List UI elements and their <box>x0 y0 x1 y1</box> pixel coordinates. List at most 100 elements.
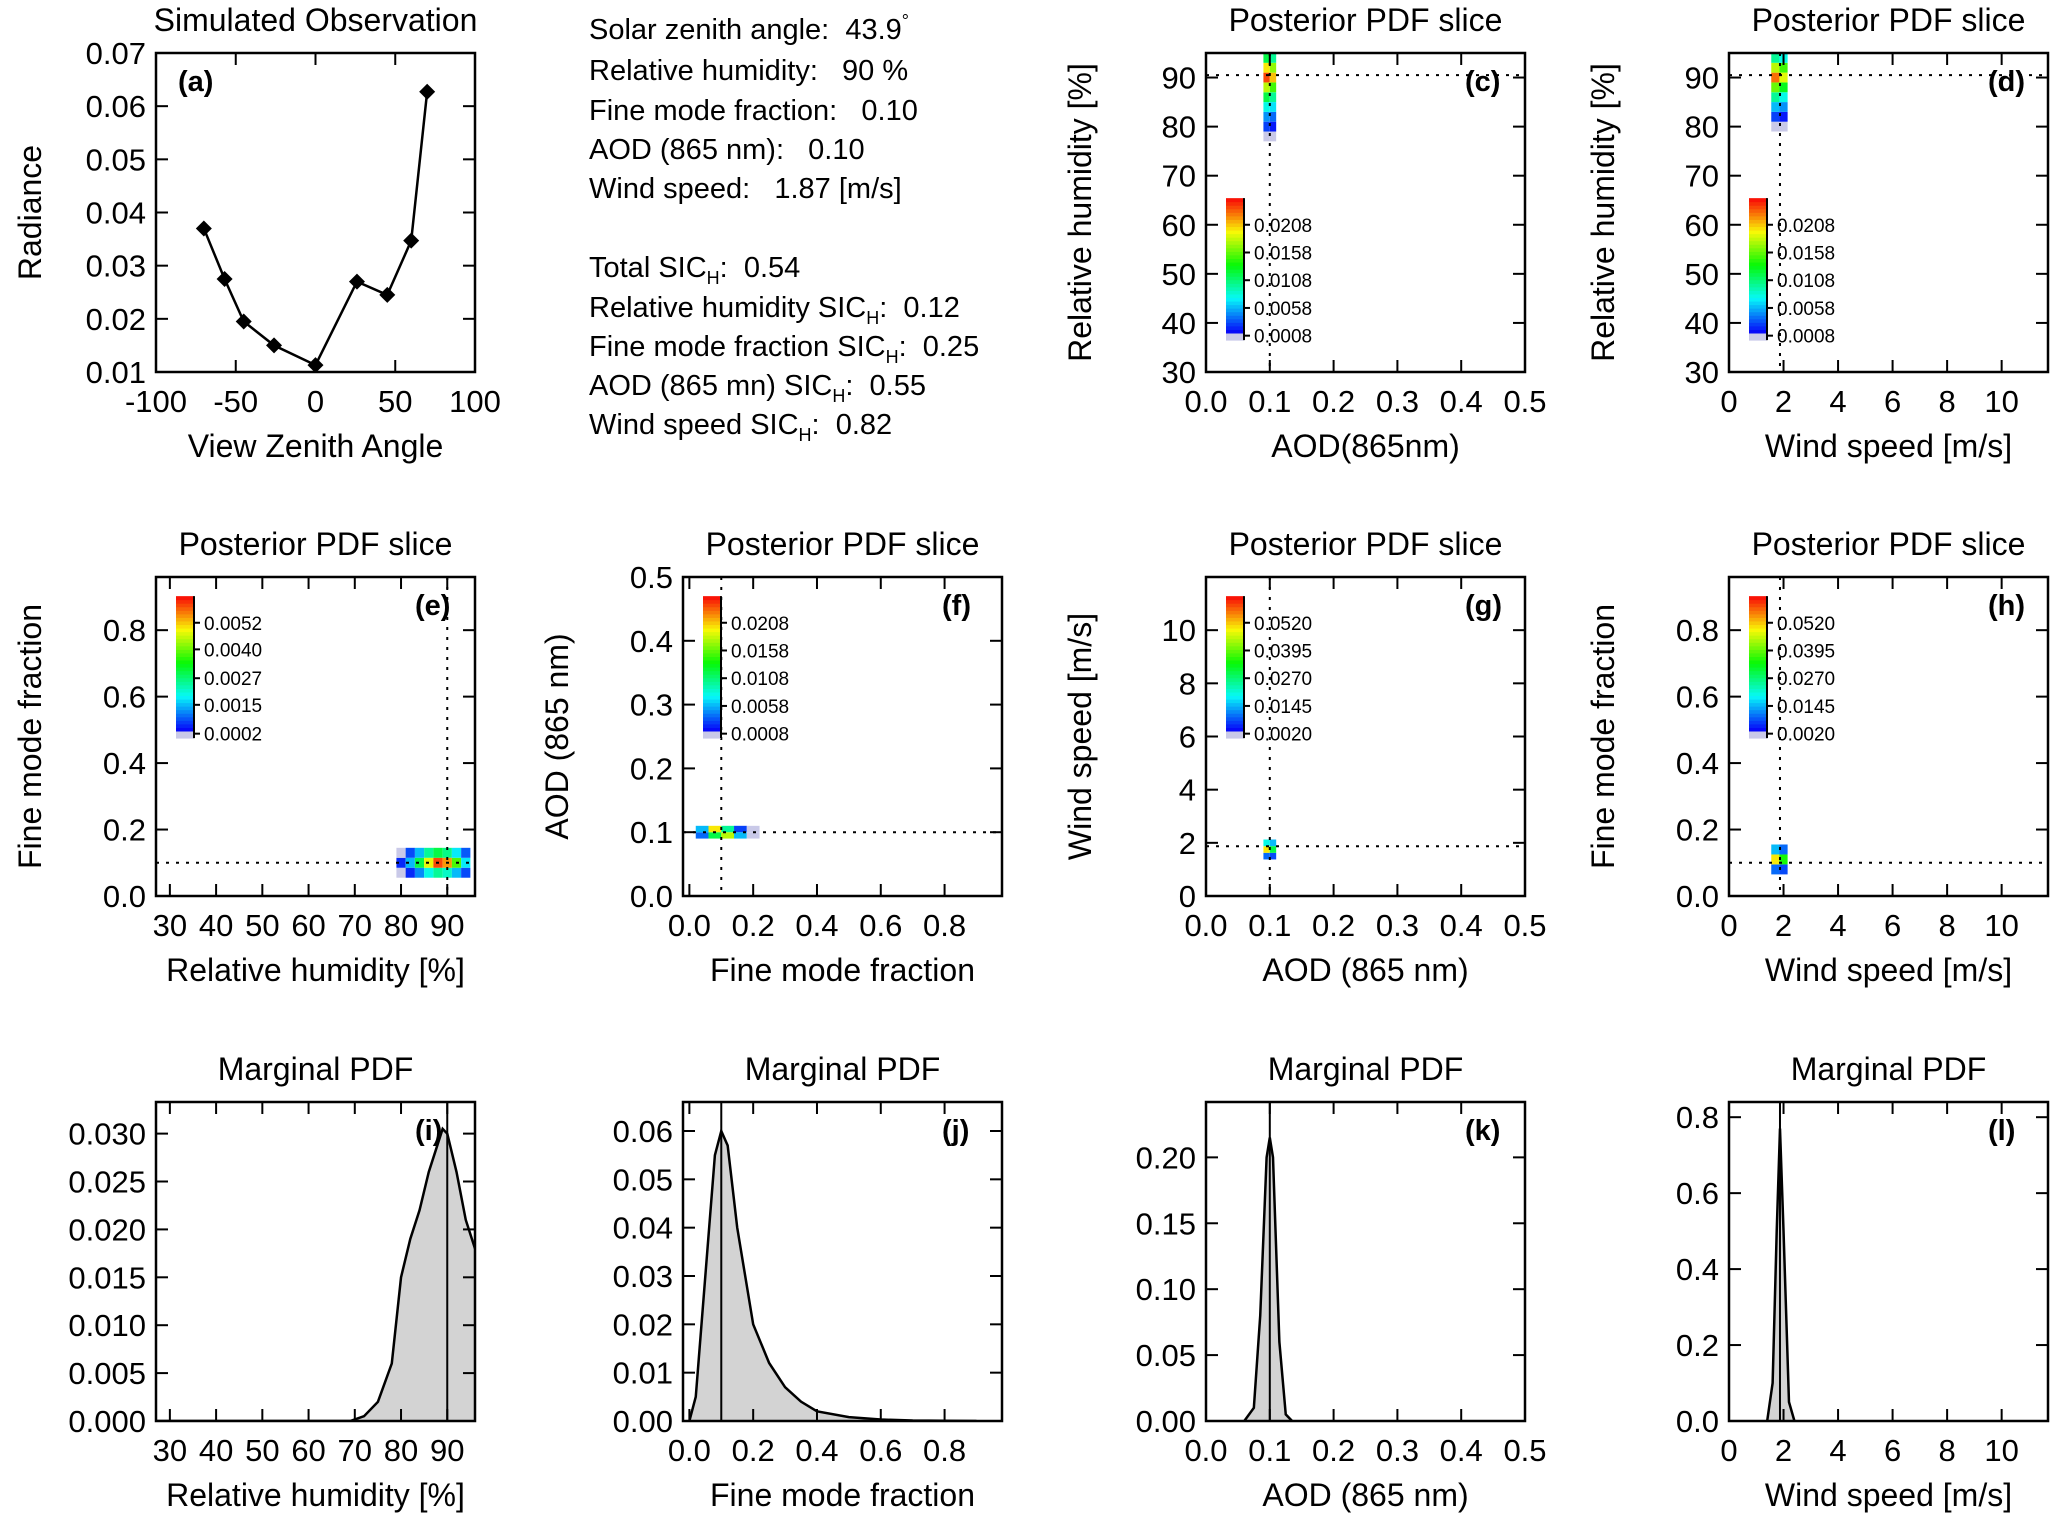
y-tick-label: 0.01 <box>613 1356 673 1391</box>
heat-cell <box>433 847 443 858</box>
x-tick-label: 0.0 <box>1184 1433 1227 1468</box>
colorbar-segment <box>1226 325 1244 330</box>
colorbar-tick-label: 0.0108 <box>1777 271 1835 292</box>
colorbar-segment <box>176 617 194 622</box>
colorbar-segment <box>1226 713 1244 718</box>
panel: Posterior PDF slice Wind speed [m/s] Relat… <box>1585 2 2050 464</box>
colorbar-segment <box>1226 244 1244 249</box>
heat-cell <box>1771 854 1780 865</box>
colorbar-segment <box>1749 628 1767 633</box>
colorbar-segment <box>1226 247 1244 252</box>
x-tick-label: 40 <box>199 1433 233 1468</box>
colorbar-segment <box>1749 599 1767 604</box>
heat-cell <box>1779 72 1788 83</box>
heat-cell <box>1269 82 1277 93</box>
heat-cell <box>1771 92 1780 103</box>
y-tick-label: 0.2 <box>630 751 673 786</box>
colorbar-segment <box>703 699 721 704</box>
colorbar-segment <box>1749 620 1767 626</box>
heat-cell <box>1269 839 1277 847</box>
colorbar-segment <box>1749 674 1767 679</box>
colorbar-segment <box>1226 709 1244 714</box>
plot-area <box>1729 577 2048 896</box>
y-tick-label: 0.015 <box>68 1260 146 1295</box>
plot-frame <box>1204 51 1527 374</box>
y-axis-label: Relative humidity [%] <box>1062 63 1098 362</box>
colorbar-segment <box>1749 254 1767 259</box>
colorbar-segment <box>176 677 194 682</box>
heat-cell <box>405 857 415 868</box>
colorbar-segment <box>176 610 194 615</box>
x-tick-label: 0 <box>1720 1433 1737 1468</box>
x-axis-label: AOD (865 nm) <box>1262 952 1468 988</box>
info-line: Relative humidity: 90 % <box>589 55 908 87</box>
y-axis-label: Relative humidity [%] <box>1585 63 1621 362</box>
colorbar-segment <box>1749 603 1767 608</box>
colorbar-segment <box>1749 329 1767 334</box>
heat-cell <box>396 847 406 858</box>
x-tick-label: 0.2 <box>1312 908 1355 943</box>
colorbar-segment <box>1226 297 1244 302</box>
panel: Posterior PDF slice Wind speed [m/s] Fine … <box>1585 526 2050 988</box>
colorbar-segment <box>176 613 194 618</box>
panel-label: (f) <box>942 590 971 622</box>
heat-cell <box>708 825 722 833</box>
colorbar-segment <box>703 599 721 604</box>
colorbar-segment <box>1226 628 1244 633</box>
colorbar-segment <box>176 599 194 604</box>
colorbar-segment <box>176 652 194 657</box>
panel: Posterior PDF slice Fine mode fraction AOD… <box>539 526 1004 988</box>
colorbar-tick-label: 0.0158 <box>1254 243 1312 264</box>
y-tick-label: 0.04 <box>86 196 146 231</box>
panel-title: Posterior PDF slice <box>1752 2 2026 38</box>
heat-cell <box>721 832 735 839</box>
x-tick-label: 0.5 <box>1503 384 1546 419</box>
panel-label: (e) <box>415 590 450 622</box>
y-tick-label: 30 <box>1162 355 1196 390</box>
x-tick-label: 0.4 <box>1440 1433 1483 1468</box>
x-tick-label: 2 <box>1775 1433 1792 1468</box>
data-marker <box>235 313 252 330</box>
x-tick-label: 0.0 <box>1184 908 1227 943</box>
info-value: : 0.25 <box>899 331 980 363</box>
y-tick-label: 40 <box>1162 306 1196 341</box>
colorbar-tick-label: 0.0002 <box>204 725 262 746</box>
colorbar-segment <box>1226 706 1244 711</box>
colorbar-segment <box>703 620 721 626</box>
colorbar-segment <box>1749 699 1767 704</box>
x-tick-label: 60 <box>291 908 325 943</box>
colorbar-segment <box>1749 215 1767 220</box>
colorbar-segment <box>1226 610 1244 615</box>
heat-cell <box>746 832 760 839</box>
colorbar-segment <box>703 603 721 608</box>
colorbar-segment <box>1749 670 1767 675</box>
y-tick-label: 0.4 <box>103 746 146 781</box>
colorbar-segment <box>1226 670 1244 675</box>
heat-cell <box>1269 72 1277 83</box>
x-tick-label: 30 <box>153 1433 187 1468</box>
colorbar-segment <box>1226 265 1244 270</box>
info-line: Wind speed: 1.87 [m/s] <box>589 173 902 205</box>
colorbar-tick-label: 0.0015 <box>204 696 262 717</box>
colorbar-segment <box>1226 254 1244 259</box>
colorbar-segment <box>1749 734 1767 739</box>
colorbar-segment <box>176 691 194 697</box>
colorbar-segment <box>1226 603 1244 608</box>
plot-area <box>1206 577 1525 896</box>
colorbar-segment <box>1749 684 1767 689</box>
y-tick-label: 0.0 <box>103 879 146 914</box>
x-tick-label: 4 <box>1829 908 1846 943</box>
info-value: : 0.54 <box>720 252 801 284</box>
heat-cell <box>1779 82 1788 93</box>
colorbar-tick-label: 0.0145 <box>1254 697 1312 718</box>
colorbar-segment <box>1749 230 1767 235</box>
heat-cell <box>396 857 406 868</box>
info-panel: Solar zenith angle: 43.9° Relative humid… <box>589 11 979 445</box>
x-tick-label: 0.3 <box>1376 384 1419 419</box>
colorbar-segment <box>1749 720 1767 725</box>
x-tick-label: 0.0 <box>1184 384 1227 419</box>
plot-frame <box>154 1100 477 1423</box>
panel-title: Posterior PDF slice <box>1229 2 1503 38</box>
heat-cell <box>424 867 434 878</box>
panel: Marginal PDF Relative humidity [%] 30 40 50 6… <box>68 1051 477 1513</box>
